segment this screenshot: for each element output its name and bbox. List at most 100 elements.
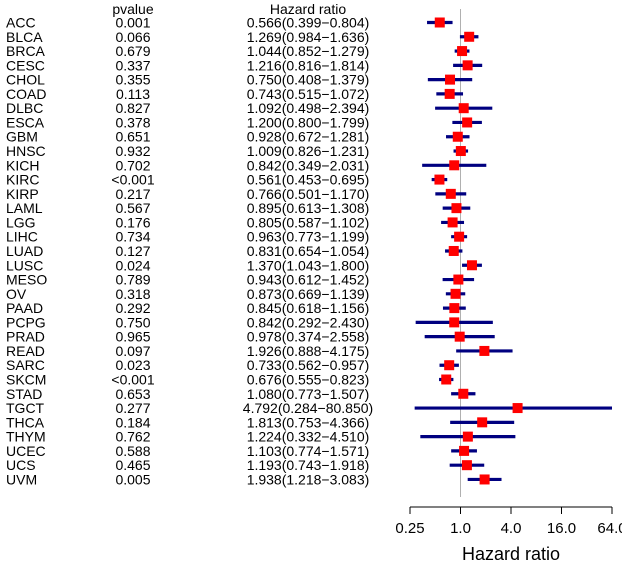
- row-label-gbm: GBM: [6, 129, 38, 145]
- row-pvalue-laml: 0.567: [115, 200, 150, 216]
- row-label-thym: THYM: [6, 429, 46, 445]
- row-label-kirp: KIRP: [6, 186, 39, 202]
- point-stad: [458, 388, 469, 399]
- row-hr-read: 1.926(0.888−4.175): [247, 343, 370, 359]
- pvalue-header: pvalue: [112, 1, 153, 17]
- row-hr-esca: 1.200(0.800−1.799): [247, 114, 370, 130]
- point-lgg: [447, 217, 458, 228]
- row-hr-blca: 1.269(0.984−1.636): [247, 29, 370, 45]
- row-hr-sarc: 0.733(0.562−0.957): [247, 357, 370, 373]
- row-label-kich: KICH: [6, 157, 39, 173]
- row-pvalue-acc: 0.001: [115, 15, 150, 31]
- row-pvalue-thym: 0.762: [115, 429, 150, 445]
- row-hr-gbm: 0.928(0.672−1.281): [247, 129, 370, 145]
- x-tick-label: 0.25: [395, 520, 424, 537]
- row-pvalue-lgg: 0.176: [115, 214, 150, 230]
- row-label-lihc: LIHC: [6, 229, 38, 245]
- row-pvalue-paad: 0.292: [115, 300, 150, 316]
- row-hr-hnsc: 1.009(0.826−1.231): [247, 143, 370, 159]
- point-dlbc: [458, 103, 469, 114]
- row-hr-uvm: 1.938(1.218−3.083): [247, 471, 370, 487]
- row-pvalue-prad: 0.965: [115, 329, 150, 345]
- row-label-luad: LUAD: [6, 243, 43, 259]
- row-label-lusc: LUSC: [6, 257, 43, 273]
- row-pvalue-ucec: 0.588: [115, 443, 150, 459]
- row-label-tgct: TGCT: [6, 400, 45, 416]
- row-label-stad: STAD: [6, 386, 42, 402]
- x-tick-label: 4.0: [501, 520, 522, 537]
- row-hr-luad: 0.831(0.654−1.054): [247, 243, 370, 259]
- row-pvalue-ucs: 0.465: [115, 457, 150, 473]
- point-kirp: [445, 188, 456, 199]
- row-label-chol: CHOL: [6, 72, 45, 88]
- row-label-acc: ACC: [6, 15, 36, 31]
- point-ucec: [459, 445, 470, 456]
- row-hr-brca: 1.044(0.852−1.279): [247, 43, 370, 59]
- row-label-cesc: CESC: [6, 57, 45, 73]
- point-gbm: [452, 131, 463, 142]
- row-label-ucs: UCS: [6, 457, 36, 473]
- x-tick-label: 1.0: [450, 520, 471, 537]
- point-cesc: [462, 60, 473, 71]
- row-hr-dlbc: 1.092(0.498−2.394): [247, 100, 370, 116]
- plot-area: [414, 9, 612, 497]
- row-label-brca: BRCA: [6, 43, 46, 59]
- table-rows: ACC 0.001 0.566(0.399−0.804) BLCA 0.066 1.269…: [6, 15, 373, 488]
- row-label-prad: PRAD: [6, 329, 45, 345]
- row-hr-kich: 0.842(0.349−2.031): [247, 157, 370, 173]
- row-label-blca: BLCA: [6, 29, 43, 45]
- row-hr-kirc: 0.561(0.453−0.695): [247, 172, 370, 188]
- point-esca: [462, 117, 473, 128]
- point-hnsc: [455, 146, 466, 157]
- row-pvalue-esca: 0.378: [115, 114, 150, 130]
- x-axis-label: Hazard ratio: [462, 544, 560, 564]
- point-uvm: [479, 474, 490, 485]
- point-tgct: [512, 403, 523, 414]
- row-pvalue-uvm: 0.005: [115, 471, 150, 487]
- row-label-kirc: KIRC: [6, 172, 39, 188]
- row-hr-stad: 1.080(0.773−1.507): [247, 386, 370, 402]
- point-blca: [464, 31, 475, 42]
- point-kirc: [434, 174, 445, 185]
- row-hr-lihc: 0.963(0.773−1.199): [247, 229, 370, 245]
- row-pvalue-kirc: <0.001: [111, 172, 154, 188]
- point-ucs: [461, 460, 472, 471]
- row-pvalue-blca: 0.066: [115, 29, 150, 45]
- point-skcm: [441, 374, 452, 385]
- x-axis: 0.25 1.0 4.0 16.0 64.0: [395, 506, 622, 537]
- row-hr-tgct: 4.792(0.284−80.850): [243, 400, 373, 416]
- row-pvalue-coad: 0.113: [116, 86, 150, 102]
- row-label-esca: ESCA: [6, 114, 45, 130]
- row-pvalue-skcm: <0.001: [111, 372, 154, 388]
- hazard-ratio-header: Hazard ratio: [270, 1, 346, 17]
- row-pvalue-pcpg: 0.750: [115, 314, 150, 330]
- row-hr-acc: 0.566(0.399−0.804): [247, 15, 370, 31]
- row-hr-paad: 0.845(0.618−1.156): [247, 300, 370, 316]
- row-label-read: READ: [6, 343, 45, 359]
- point-luad: [448, 245, 459, 256]
- row-pvalue-sarc: 0.023: [115, 357, 150, 373]
- point-paad: [449, 303, 460, 314]
- row-label-paad: PAAD: [6, 300, 43, 316]
- row-pvalue-stad: 0.653: [115, 386, 150, 402]
- row-hr-laml: 0.895(0.613−1.308): [247, 200, 370, 216]
- row-hr-meso: 0.943(0.612−1.452): [247, 272, 370, 288]
- point-acc: [434, 17, 445, 28]
- x-tick-label: 64.0: [597, 520, 622, 537]
- row-hr-prad: 0.978(0.374−2.558): [247, 329, 370, 345]
- row-label-meso: MESO: [6, 272, 47, 288]
- row-hr-thym: 1.224(0.332−4.510): [247, 429, 370, 445]
- row-hr-lgg: 0.805(0.587−1.102): [247, 214, 370, 230]
- row-hr-pcpg: 0.842(0.292−2.430): [247, 314, 370, 330]
- row-pvalue-ov: 0.318: [115, 286, 150, 302]
- row-pvalue-gbm: 0.651: [115, 129, 150, 145]
- row-pvalue-luad: 0.127: [115, 243, 150, 259]
- row-hr-lusc: 1.370(1.043−1.800): [247, 257, 370, 273]
- row-pvalue-chol: 0.355: [115, 72, 150, 88]
- point-lusc: [466, 260, 477, 271]
- row-pvalue-lihc: 0.734: [115, 229, 150, 245]
- row-hr-ucec: 1.103(0.774−1.571): [247, 443, 370, 459]
- point-chol: [445, 74, 456, 85]
- point-ov: [450, 288, 461, 299]
- point-read: [479, 345, 490, 356]
